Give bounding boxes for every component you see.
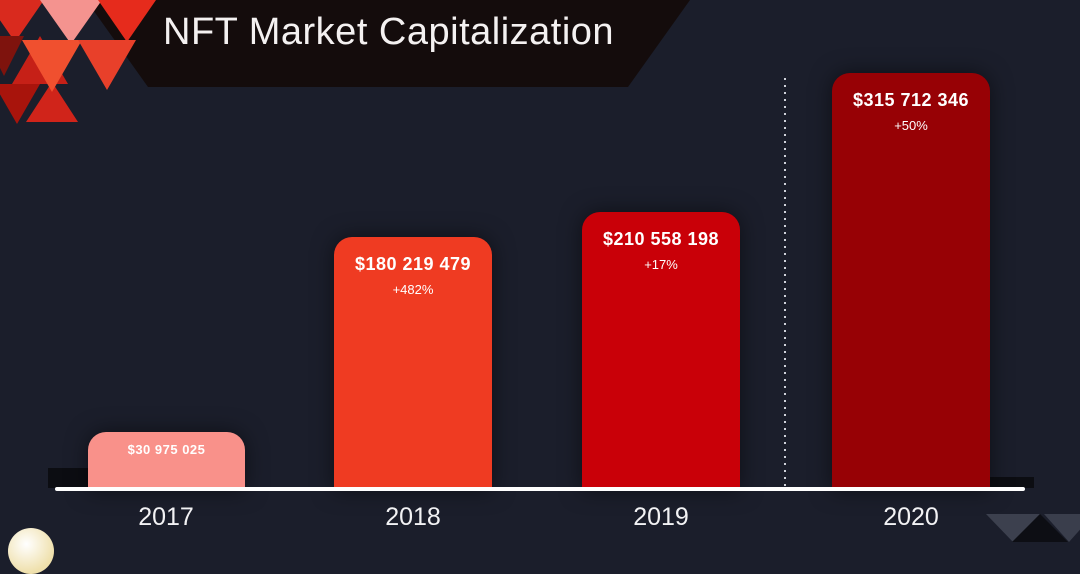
bar-2020: $315 712 346 +50% [832,73,990,490]
x-tick-2018: 2018 [385,503,441,531]
bar-2017: $30 975 025 [88,432,245,490]
bar-2018: $180 219 479 +482% [334,237,492,490]
pale-circle-decoration [8,528,54,574]
x-tick-2019: 2019 [633,503,689,531]
bar-growth-label: +482% [392,282,434,297]
axis-shadow [988,477,1034,488]
dotted-divider-line [784,78,786,486]
page-title: NFT Market Capitalization [163,11,615,53]
x-tick-2017: 2017 [138,503,194,531]
bar-growth-label: +17% [644,257,678,272]
bar-value-label: $180 219 479 [354,254,472,274]
bar-2019: $210 558 198 +17% [582,212,740,490]
bar-value-label: $315 712 346 [852,90,970,110]
bar-growth-label: +50% [894,118,928,133]
bar-growth-label [88,457,245,464]
bar-value-label: $30 975 025 [127,442,206,457]
axis-shadow [48,468,88,488]
logo-triangle-icon [40,0,102,44]
logo-triangle-icon [78,40,136,90]
bar-value-label: $210 558 198 [602,229,720,249]
x-tick-2020: 2020 [883,503,939,531]
logo-triangle-icon [0,0,44,42]
x-axis-line [55,487,1025,491]
header-banner [86,0,690,87]
